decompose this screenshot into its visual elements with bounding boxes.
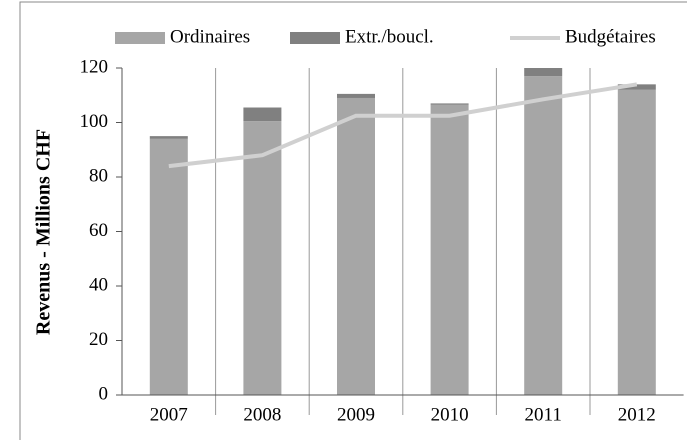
x-tick-label: 2011 — [525, 404, 562, 425]
x-tick-label: 2010 — [431, 404, 469, 425]
bar — [243, 107, 282, 122]
legend-label: Extr./boucl. — [345, 26, 434, 47]
y-tick-label: 80 — [89, 165, 108, 186]
bar — [430, 104, 469, 395]
x-tick-label: 2007 — [150, 404, 188, 425]
y-tick-label: 20 — [89, 329, 108, 350]
bar — [337, 93, 375, 98]
bar — [617, 89, 656, 396]
y-tick-label: 40 — [89, 274, 108, 295]
legend-label: Ordinaires — [170, 26, 250, 47]
bar — [430, 103, 469, 105]
y-tick-label: 100 — [80, 111, 109, 132]
bar — [524, 68, 563, 77]
y-tick-label: 0 — [99, 383, 109, 404]
y-axis-label: Revenus - Millions CHF — [33, 129, 55, 335]
legend-label: Budgétaires — [565, 26, 656, 47]
x-tick-label: 2009 — [337, 404, 375, 425]
legend-swatch — [290, 32, 340, 44]
line — [168, 82, 638, 169]
legend-swatch — [115, 32, 165, 44]
bar — [243, 121, 282, 395]
bar — [617, 84, 656, 90]
y-tick-label: 120 — [80, 56, 109, 77]
y-tick-label: 60 — [89, 220, 108, 241]
bar — [337, 97, 375, 395]
bar — [524, 76, 563, 396]
bar — [149, 138, 188, 395]
x-tick-label: 2012 — [618, 404, 656, 425]
x-tick-label: 2008 — [243, 404, 281, 425]
chart-frame — [19, 1, 687, 440]
bar — [149, 136, 188, 139]
